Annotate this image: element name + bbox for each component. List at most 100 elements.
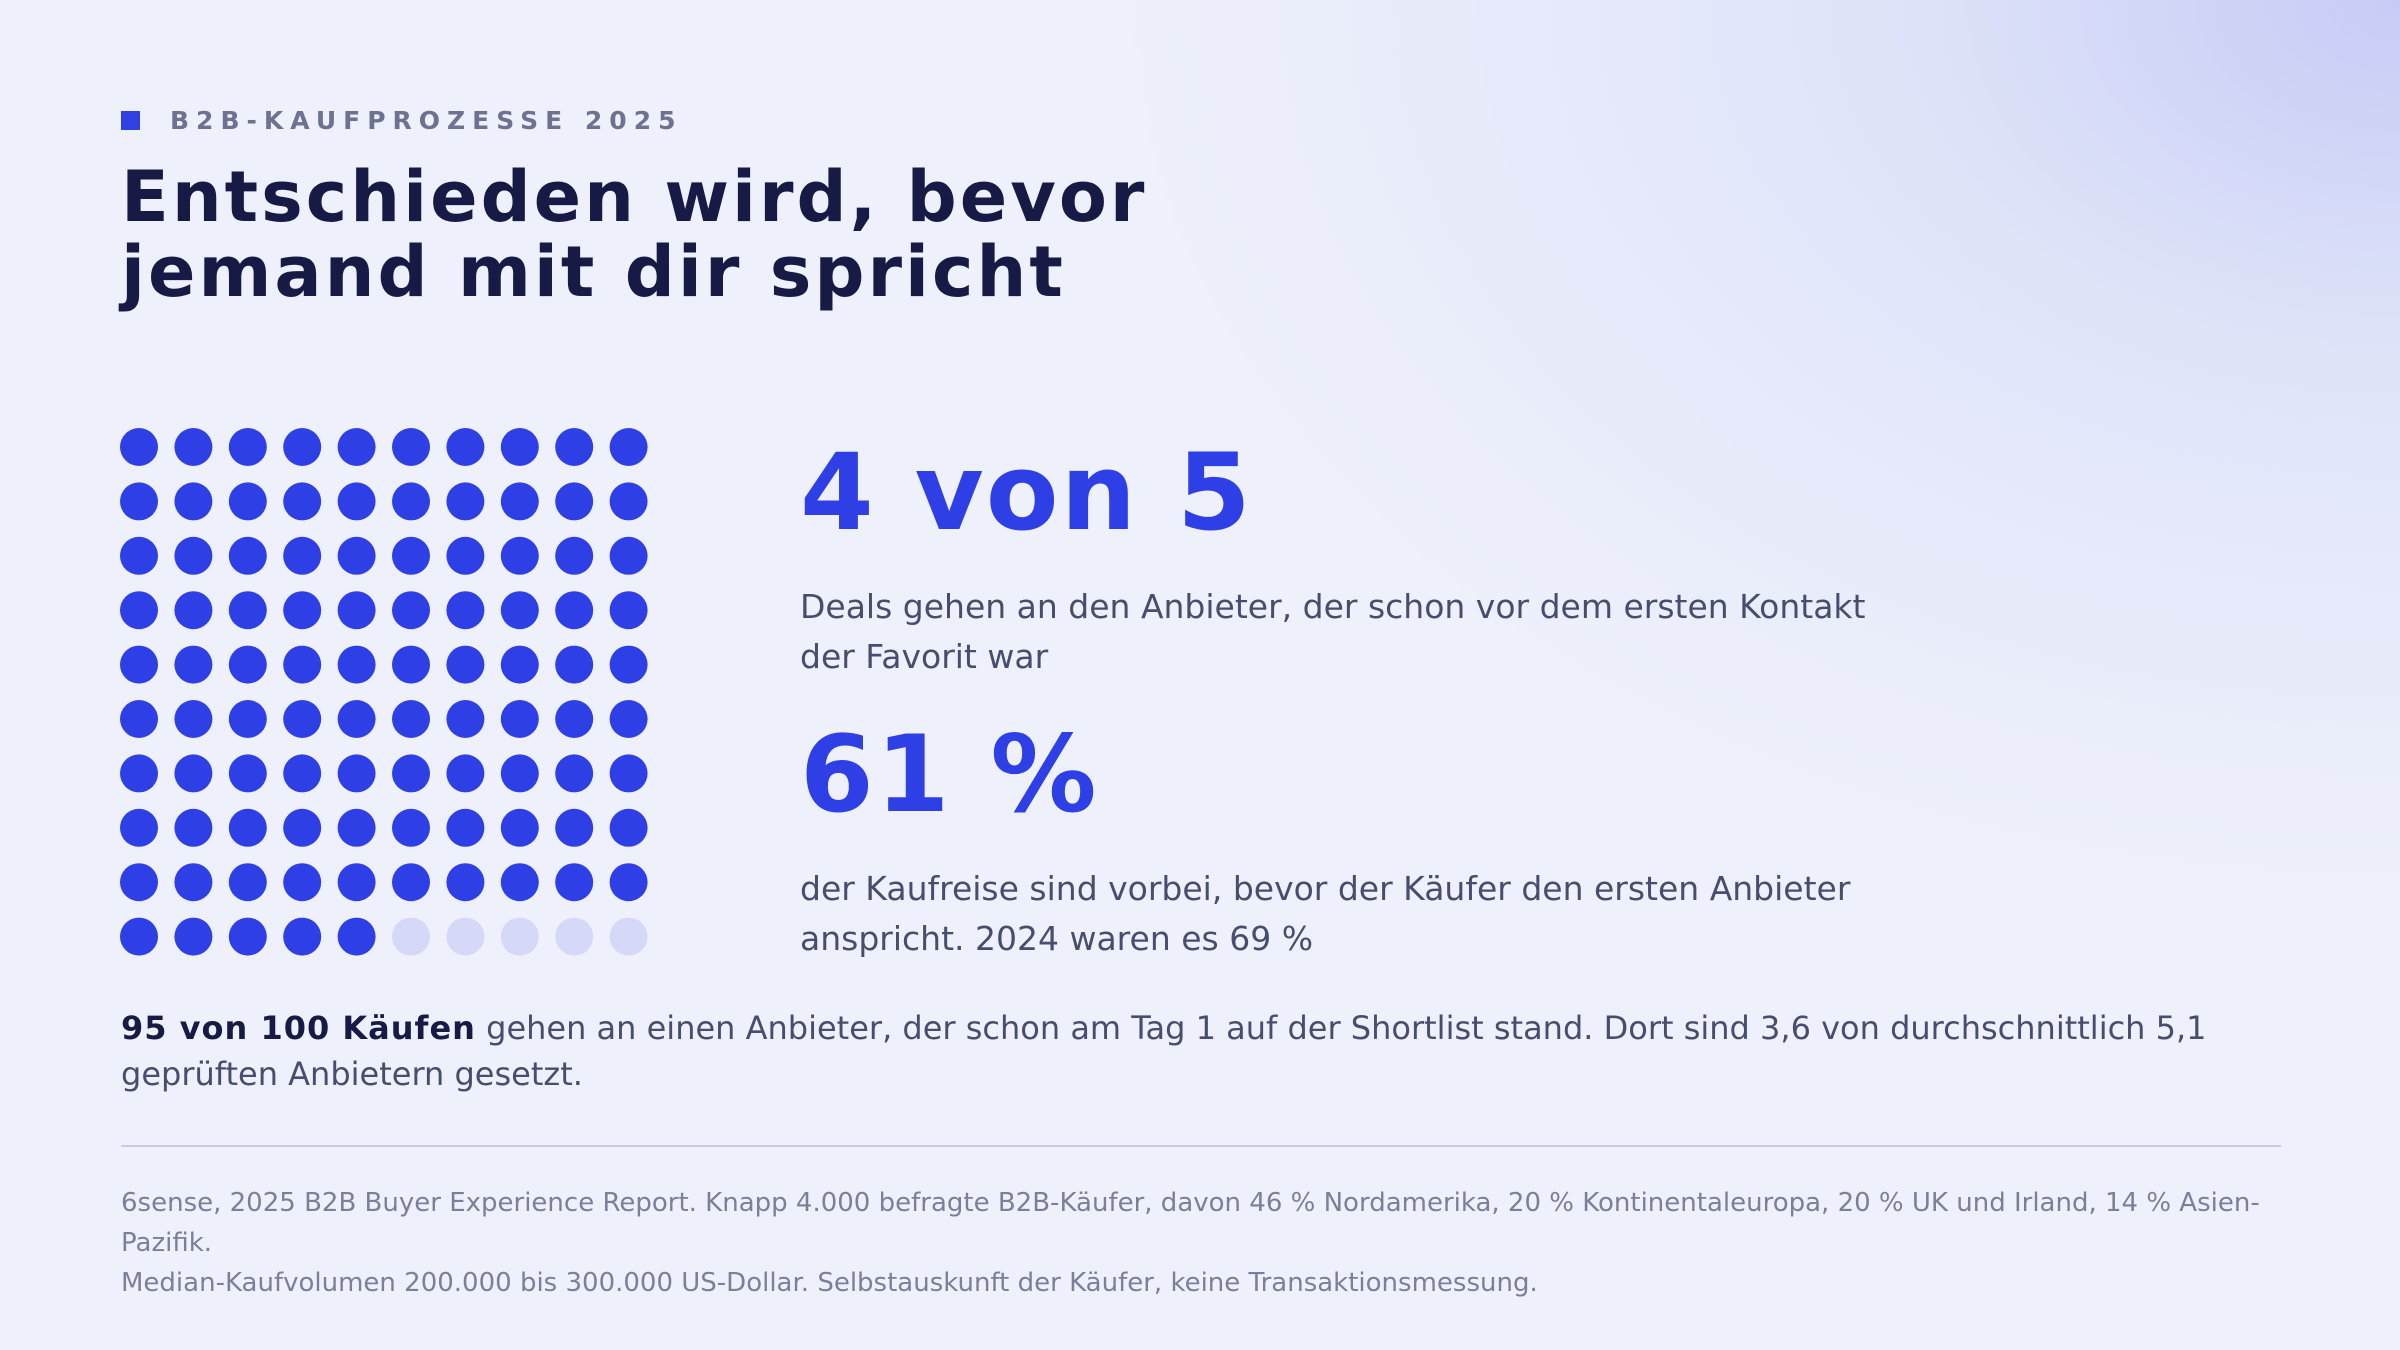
summary-text: gehen an einen Anbieter, der schon am Ta… [121,1009,2207,1093]
dot-filled [392,808,430,847]
dot-filled [228,863,267,902]
dot-filled [555,700,594,738]
dot-filled [500,428,539,466]
dot-filled [392,536,430,575]
dot-filled [555,591,594,630]
dot-filled [174,536,213,575]
dot-filled [500,482,539,521]
dot-filled [120,808,158,847]
dot-filled [228,700,267,738]
eyebrow-label: B2B-KAUFPROZESSE 2025 [170,106,683,135]
dot-filled [555,536,594,575]
dot-filled [283,700,322,738]
dot-filled [446,754,485,793]
summary-highlight: 95 von 100 Käufen [121,1009,476,1047]
source-line-2: Median-Kaufvolumen 200.000 bis 300.000 U… [121,1268,1538,1298]
dot-filled [337,482,376,521]
title-line-1: Entschieden wird, bevor [121,156,1148,238]
dot-filled [174,700,213,738]
dot-filled [120,591,158,630]
dot-filled [392,754,430,793]
stat-value: 61 % [800,713,1099,836]
dot-filled [446,863,485,902]
dot-filled [337,428,376,466]
dot-filled [555,482,594,521]
dot-filled [228,591,267,630]
dot-filled [120,917,158,956]
dot-filled [446,645,485,684]
stat-value: 4 von 5 [800,431,1253,554]
dot-filled [337,536,376,575]
dot-filled [228,917,267,956]
dot-filled [283,754,322,793]
dot-filled [174,863,213,902]
dot-filled [392,482,430,521]
dot-empty [446,917,485,956]
dot-filled [392,700,430,738]
dot-filled [337,700,376,738]
dot-filled [120,482,158,521]
dot-filled [283,645,322,684]
dot-filled [609,536,648,575]
dot-filled [446,428,485,466]
dot-empty [609,917,648,956]
dot-filled [228,428,267,466]
source-note: 6sense, 2025 B2B Buyer Experience Report… [121,1183,2321,1303]
dot-filled [555,645,594,684]
dot-filled [609,754,648,793]
dot-filled [555,754,594,793]
dot-filled [120,536,158,575]
dot-filled [609,482,648,521]
dot-filled [500,863,539,902]
dot-filled [337,917,376,956]
dot-filled [120,863,158,902]
dot-filled [446,482,485,521]
dot-filled [337,645,376,684]
dot-filled [283,591,322,630]
dot-empty [392,917,430,956]
dot-filled [283,536,322,575]
dot-filled [120,645,158,684]
dot-filled [337,808,376,847]
stat-description: der Kaufreise sind vorbei, bevor der Käu… [800,869,1851,958]
dot-filled [337,754,376,793]
dot-filled [228,645,267,684]
dot-filled [174,591,213,630]
dot-filled [174,428,213,466]
dot-filled [609,808,648,847]
dot-filled [228,808,267,847]
dot-filled [609,591,648,630]
dot-filled [283,482,322,521]
stat-description: Deals gehen an den Anbieter, der schon v… [800,587,1866,676]
dot-filled [446,536,485,575]
dot-filled [174,917,213,956]
dot-filled [228,536,267,575]
dot-filled [174,482,213,521]
dot-filled [283,428,322,466]
dot-filled [500,754,539,793]
dot-filled [500,808,539,847]
dot-filled [228,482,267,521]
eyebrow: B2B-KAUFPROZESSE 2025 [121,106,683,135]
dot-filled [174,645,213,684]
dot-filled [555,863,594,902]
dot-filled [120,754,158,793]
page-title: Entschieden wird, bevor jemand mit dir s… [121,160,1147,310]
dot-filled [228,754,267,793]
dot-filled [392,428,430,466]
dot-filled [337,591,376,630]
dot-filled [609,428,648,466]
dot-filled [555,808,594,847]
stat-sixty-one-percent: 61 % der Kaufreise sind vorbei, bevor de… [800,722,1900,964]
dot-filled [174,808,213,847]
dot-filled [609,700,648,738]
dot-filled [283,808,322,847]
dot-filled [392,645,430,684]
dot-filled [609,645,648,684]
dot-filled [392,591,430,630]
dot-filled [500,591,539,630]
dot-filled [446,591,485,630]
dot-filled [446,700,485,738]
dot-filled [500,536,539,575]
